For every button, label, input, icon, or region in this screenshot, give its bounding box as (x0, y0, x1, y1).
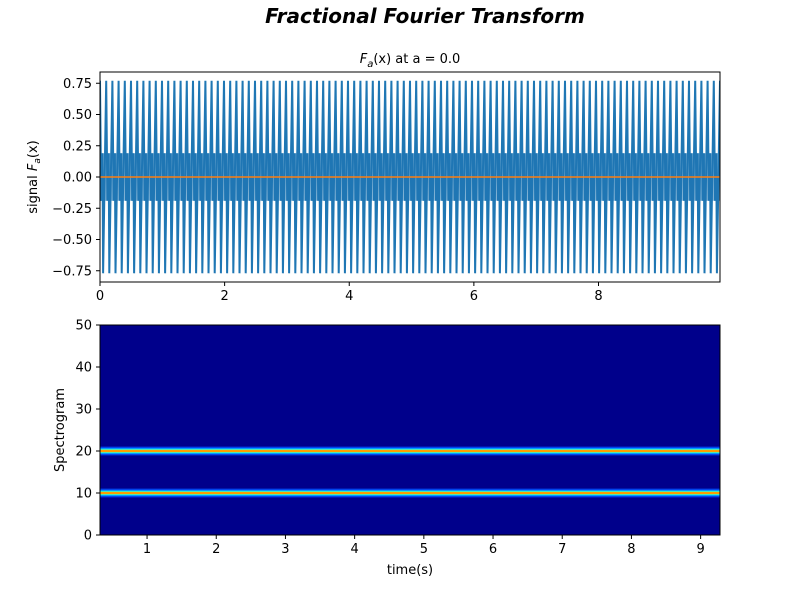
y-tick-label: −0.75 (52, 264, 92, 279)
x-tick-label: 4 (351, 542, 359, 557)
spectrogram-xlabel: time(s) (387, 563, 433, 578)
y-tick-label: 20 (75, 445, 92, 460)
y-tick-label: 0.50 (63, 108, 92, 123)
y-tick-label: 40 (75, 361, 92, 376)
spectrogram-band (100, 445, 720, 457)
x-tick-label: 6 (470, 289, 478, 304)
y-tick-label: 0.25 (63, 139, 92, 154)
spectrogram-ticks: 1 2 3 4 5 6 7 8 9 0 10 20 30 40 50 (75, 319, 704, 558)
y-tick-label: 0 (84, 529, 92, 544)
spectrogram-axes-frame (99, 324, 721, 536)
spectrogram-bands (100, 445, 720, 499)
y-tick-label: 50 (75, 319, 92, 334)
spectrogram-axes: 1 2 3 4 5 6 7 8 9 0 10 20 30 40 50 time(s) Spectrogram (53, 319, 721, 578)
y-tick-label: 0.75 (63, 77, 92, 92)
x-tick-label: 2 (220, 289, 228, 304)
x-tick-label: 3 (281, 542, 289, 557)
signal-plot-title: Fa(x) at a = 0.0 (360, 52, 461, 70)
y-tick-label: 10 (75, 487, 92, 502)
x-tick-label: 7 (558, 542, 566, 557)
x-tick-label: 9 (696, 542, 704, 557)
x-tick-label: 8 (594, 289, 602, 304)
x-tick-label: 2 (212, 542, 220, 557)
y-tick-label: 0.00 (63, 171, 92, 186)
spectrogram-ylabel: Spectrogram (53, 388, 68, 472)
spectrogram-band (100, 487, 720, 499)
x-tick-label: 0 (96, 289, 104, 304)
signal-axes: Fa(x) at a = 0.0 0 2 4 6 8 0.75 0.50 0.25 0.00 −0… (26, 52, 721, 304)
x-tick-label: 6 (489, 542, 497, 557)
x-tick-label: 4 (345, 289, 353, 304)
y-tick-label: 30 (75, 403, 92, 418)
y-tick-label: −0.25 (52, 202, 92, 217)
x-tick-label: 1 (143, 542, 151, 557)
x-tick-label: 5 (420, 542, 428, 557)
signal-ticks: 0 2 4 6 8 0.75 0.50 0.25 0.00 −0.25 −0.50 −0.75 (52, 77, 602, 304)
spectrogram-background (100, 325, 720, 535)
x-tick-label: 8 (627, 542, 635, 557)
figure-title: Fractional Fourier Transform (265, 4, 585, 28)
signal-ylabel: signal Fa(x) (26, 140, 43, 213)
y-tick-label: −0.50 (52, 233, 92, 248)
